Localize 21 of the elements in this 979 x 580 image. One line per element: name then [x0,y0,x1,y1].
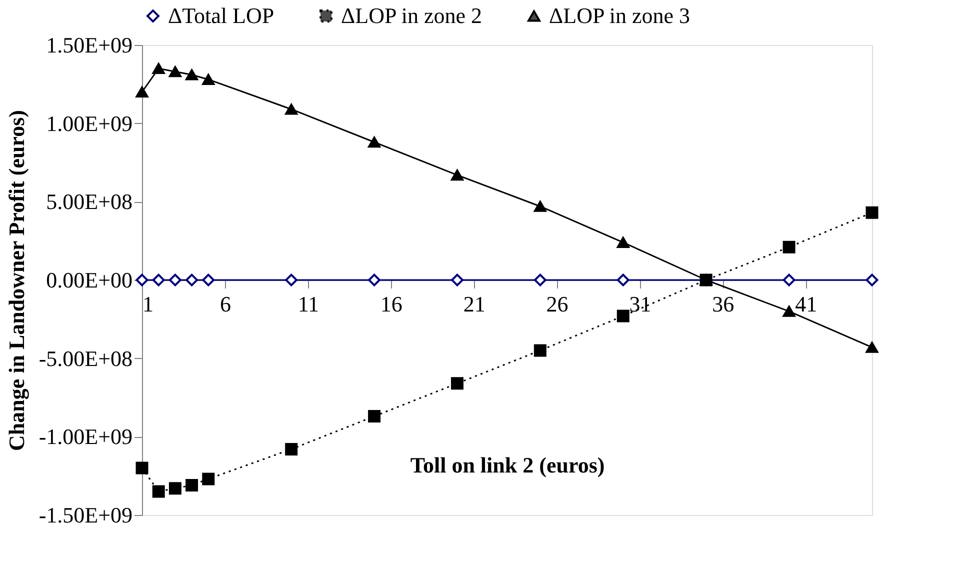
legend-label: ΔTotal LOP [168,3,274,28]
y-tick-label: 5.00E+08 [46,189,132,214]
x-tick-label: 16 [380,292,402,316]
y-axis-title: Change in Landowner Profit (euros) [4,110,29,452]
y-tick-label: -5.00E+08 [38,346,132,371]
legend-label: ΔLOP in zone 2 [341,3,482,28]
legend-label: ΔLOP in zone 3 [549,3,690,28]
x-tick-label: 41 [795,292,818,316]
y-tick-label: -1.00E+09 [38,424,132,450]
x-tick-label: 31 [629,292,652,316]
x-tick-label: 21 [463,292,486,316]
x-axis-title: Toll on link 2 (euros) [410,452,605,478]
x-tick-label: 1 [142,292,154,316]
x-tick-label: 6 [220,292,231,316]
x-tick-label: 11 [298,292,320,316]
y-tick-label: 1.00E+09 [46,110,132,136]
y-tick-label: 1.50E+09 [46,32,132,58]
x-tick-label: 36 [712,292,734,316]
y-tick-label: 0.00E+00 [46,268,132,292]
x-tick-label: 26 [546,292,568,316]
y-tick-label: -1.50E+09 [38,502,132,528]
